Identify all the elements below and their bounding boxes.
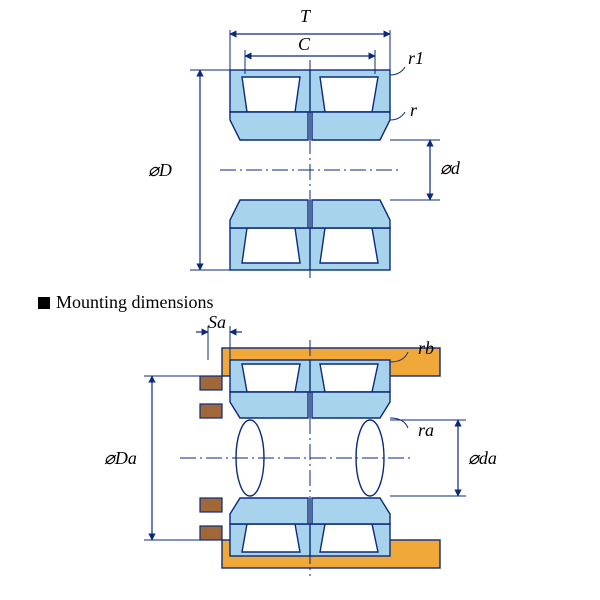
label-phida: ⌀da — [468, 448, 497, 469]
section-title: Mounting dimensions — [38, 292, 214, 313]
label-phid: ⌀d — [440, 158, 460, 179]
bullet-icon — [38, 297, 50, 309]
label-ra: ra — [418, 420, 434, 441]
label-r1: r1 — [408, 48, 424, 69]
label-phiDa: ⌀Da — [104, 448, 137, 469]
label-rb: rb — [418, 338, 434, 359]
label-Sa: Sa — [208, 312, 226, 333]
section-title-text: Mounting dimensions — [56, 292, 214, 312]
top-figure — [190, 30, 440, 278]
label-T: T — [300, 6, 310, 27]
label-C: C — [298, 34, 310, 55]
label-r: r — [410, 100, 417, 121]
bottom-figure — [144, 326, 466, 576]
label-phiD: ⌀D — [148, 160, 172, 181]
